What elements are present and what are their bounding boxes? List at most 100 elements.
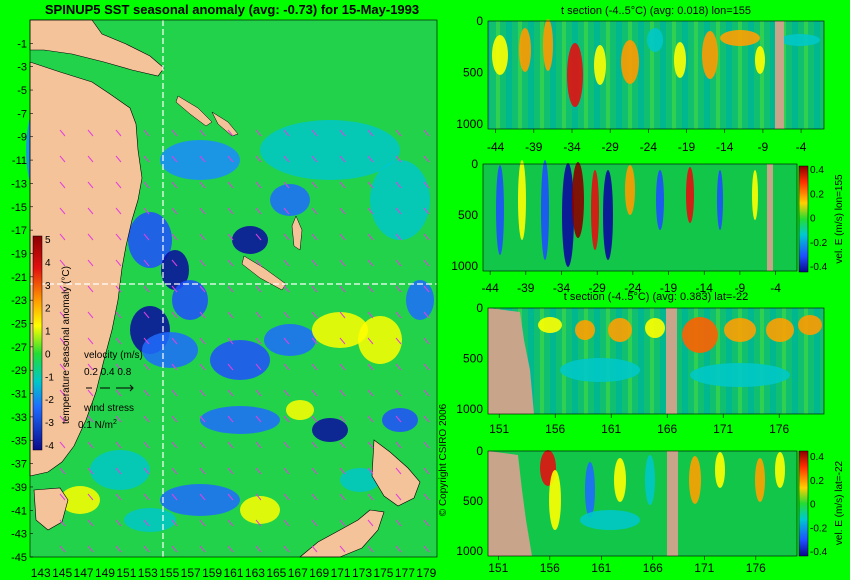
- map-colorbar-tick: 0: [45, 349, 51, 360]
- section-x-tick: 171: [694, 561, 714, 575]
- panel-4-field: [488, 451, 797, 556]
- map-colorbar-tick: -1: [45, 372, 54, 383]
- section-x-tick: 166: [643, 561, 663, 575]
- section-feature: [645, 318, 665, 338]
- section-feature: [720, 30, 760, 46]
- section-y-tick: 1000: [456, 402, 483, 416]
- map-lat-tick: -11: [12, 155, 27, 167]
- section-feature: [715, 452, 725, 488]
- map-lat-tick: -3: [17, 62, 27, 74]
- section-colorbar-tick: 0.2: [810, 189, 824, 200]
- anomaly-patch: [260, 120, 400, 180]
- panel-1-features: [492, 19, 820, 107]
- new-guinea-land: [29, 19, 165, 77]
- map-colorbar-tick: 1: [45, 327, 51, 338]
- map-colorbar-tick: -2: [45, 395, 54, 406]
- anomaly-patch: [60, 486, 100, 514]
- map-lon-ticks: 143 145 147 149 151 153 155 157 159 161 163 165 167 1…: [31, 566, 437, 580]
- map-lat-tick: -35: [11, 435, 27, 447]
- section-y-tick: 0: [476, 14, 483, 28]
- map-lon-tick: 175: [373, 566, 393, 580]
- section-colorbar-tick: -0.2: [810, 238, 828, 249]
- section-colorbar-tick: -0.2: [810, 523, 828, 534]
- section-feature: [538, 317, 562, 333]
- section-y-tick: 1000: [451, 259, 478, 273]
- panel-3-features: [538, 315, 822, 387]
- section-feature: [780, 34, 820, 46]
- anomaly-patch: [160, 140, 240, 180]
- map-lon-tick: 145: [52, 566, 72, 580]
- map-lon-tick: 153: [138, 566, 158, 580]
- map-lon-tick: 155: [159, 566, 179, 580]
- section-feature: [585, 462, 595, 518]
- anomaly-patch: [270, 184, 310, 216]
- section-feature: [492, 35, 508, 75]
- map-lat-tick: -9: [17, 132, 27, 144]
- section-feature: [608, 318, 632, 342]
- panel-2-colorbar-label: vel. E (m/s) lon=155: [834, 174, 845, 264]
- map-lat-tick: -45: [11, 552, 27, 564]
- section-feature: [496, 165, 504, 255]
- section-x-tick: 176: [769, 422, 789, 436]
- map-lat-tick: -25: [11, 319, 27, 331]
- section-feature: [575, 320, 595, 340]
- solomon-islands-2: [211, 111, 239, 137]
- velocity-arrows: [59, 129, 430, 553]
- section-y-tick: 500: [463, 351, 483, 365]
- panel-3-land: [488, 308, 534, 414]
- section-feature: [755, 458, 765, 502]
- section-x-tick: 171: [713, 422, 733, 436]
- map-lon-tick: 171: [331, 566, 351, 580]
- map-title: SPINUP5 SST seasonal anomaly (avg: -0.73…: [45, 2, 419, 17]
- wind-legend-value-text: 0.1 N/m: [78, 420, 113, 431]
- solomon-islands: [175, 95, 213, 127]
- new-zealand-north-island: [371, 439, 421, 507]
- section-x-tick: -34: [553, 281, 571, 295]
- panel-2-colorbar: [798, 165, 809, 273]
- section-feature: [562, 163, 574, 267]
- section-feature: [603, 170, 613, 260]
- map-lon-tick: 169: [309, 566, 329, 580]
- map-colorbar-tick: 3: [45, 281, 51, 292]
- map-lat-tick: -43: [11, 529, 27, 541]
- anomaly-patch: [172, 280, 208, 320]
- wind-legend-exponent: 2: [113, 419, 117, 426]
- section-y-tick: 500: [458, 208, 478, 222]
- section-feature: [682, 317, 718, 353]
- map-lon-tick: 179: [416, 566, 436, 580]
- anomaly-patch: [160, 484, 240, 516]
- section-colorbar-tick: 0: [810, 214, 816, 225]
- panel-2-field: [483, 164, 797, 271]
- section-feature: [752, 170, 758, 220]
- section-colorbar-tick: -0.4: [810, 262, 828, 273]
- section-feature: [594, 45, 606, 85]
- section-x-tick: 176: [746, 561, 766, 575]
- panel-4-features: [540, 450, 785, 530]
- map-lat-tick: -27: [11, 342, 27, 354]
- panel-4-land: [488, 451, 532, 556]
- map-colorbar-tick: -4: [45, 441, 54, 452]
- section-x-tick: 151: [488, 561, 508, 575]
- section-feature: [686, 167, 694, 223]
- section-x-tick: -4: [796, 140, 807, 154]
- map-colorbar-ticks: 5 4 3 2 1 0 -1 -2 -3 -4: [45, 235, 54, 452]
- section-feature: [518, 160, 526, 240]
- section-x-tick: 151: [489, 422, 509, 436]
- section-y-tick: 0: [476, 444, 483, 458]
- map-lat-tick: -15: [11, 202, 27, 214]
- section-feature: [775, 452, 785, 488]
- map-lat-tick: -41: [11, 505, 27, 517]
- section-feature: [591, 170, 599, 250]
- section-x-tick: 156: [540, 561, 560, 575]
- wind-legend-title: wind stress: [83, 403, 134, 414]
- panel-4-colorbar-label: vel. E (m/s) lat=-22: [834, 460, 845, 545]
- map-lon-tick: 161: [223, 566, 243, 580]
- panel-1-title: t section (-4..5°C) (avg: 0.018) lon=155: [561, 5, 751, 17]
- copyright: © Copyright CSIRO 2006: [438, 403, 449, 516]
- map-colorbar-tick: 5: [45, 235, 51, 246]
- anomaly-patch: [232, 226, 268, 254]
- section-feature: [572, 162, 584, 238]
- map-lat-tick: -19: [11, 248, 27, 260]
